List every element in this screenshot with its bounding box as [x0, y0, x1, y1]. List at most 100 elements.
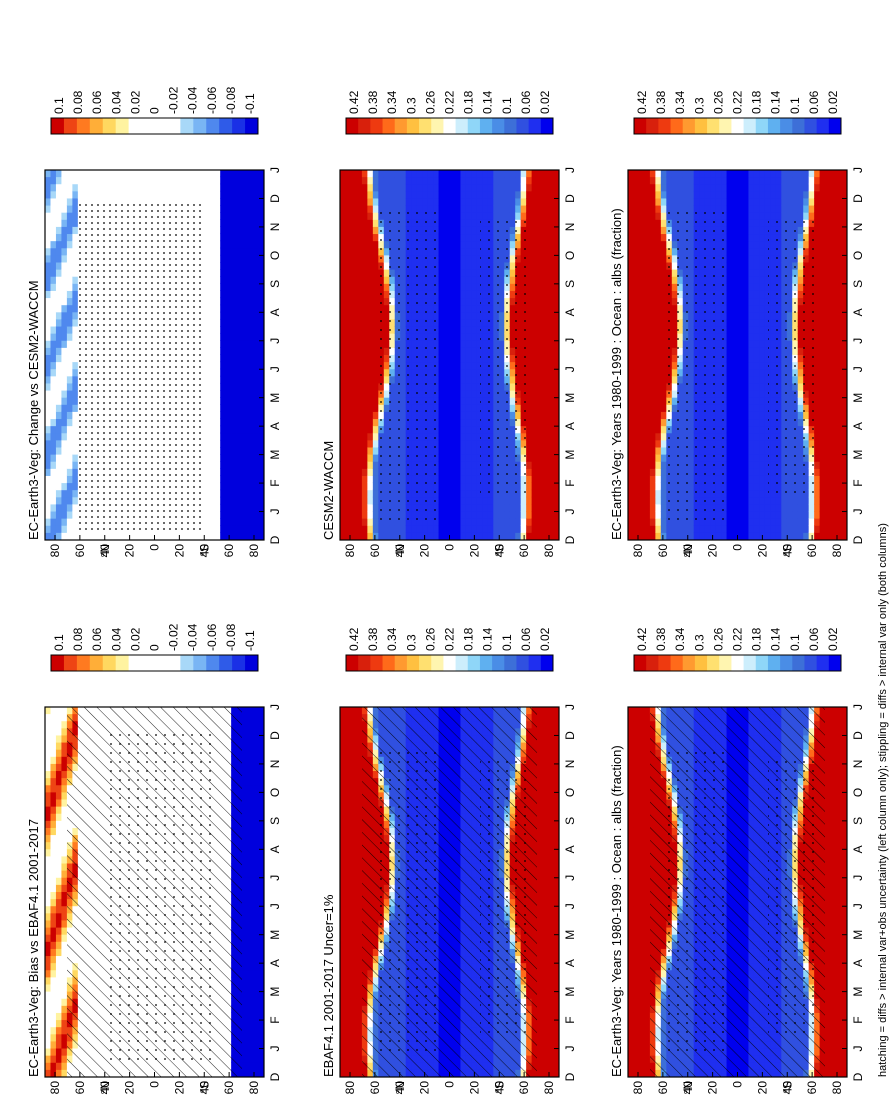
heatmap-cell	[781, 532, 788, 540]
heatmap-cell	[340, 877, 346, 885]
heatmap-cell	[688, 525, 695, 533]
heatmap-cell	[649, 212, 656, 220]
heatmap-cell	[830, 404, 837, 412]
heatmap-cell	[759, 482, 766, 491]
colorbar-swatch	[767, 655, 781, 671]
heatmap-cell	[710, 190, 717, 199]
heatmap-cell	[748, 311, 755, 320]
heatmap-cell	[644, 734, 651, 743]
x-tick-label: A	[851, 422, 865, 430]
heatmap-cell	[345, 1055, 352, 1063]
heatmap-cell	[638, 233, 645, 242]
heatmap-cell	[825, 304, 832, 313]
heatmap-cell	[660, 247, 667, 256]
heatmap-cell	[836, 219, 843, 227]
heatmap-cell	[732, 233, 738, 242]
heatmap-cell	[836, 706, 843, 715]
heatmap-cell	[786, 212, 793, 220]
heatmap-cell	[649, 297, 656, 306]
heatmap-cell	[628, 891, 634, 900]
heatmap-cell	[644, 240, 651, 249]
heatmap-cell	[704, 525, 711, 533]
heatmap-cell	[340, 998, 346, 1006]
heatmap-cell	[644, 984, 651, 992]
heatmap-cell	[836, 955, 843, 964]
heatmap-cell	[797, 190, 804, 199]
heatmap-cell	[660, 475, 667, 484]
colorbar-label: 0.22	[731, 627, 745, 651]
heatmap-cell	[638, 1033, 645, 1042]
heatmap-cell	[825, 518, 832, 526]
heatmap-cell	[836, 297, 843, 306]
heatmap-cell	[803, 212, 810, 220]
heatmap-cell	[742, 482, 749, 491]
heatmap-cell	[825, 798, 832, 807]
heatmap-cell	[753, 446, 760, 455]
y-tick-label: 60	[656, 1081, 670, 1095]
heatmap-cell	[628, 169, 634, 178]
heatmap-cell	[660, 446, 667, 455]
heatmap-cell	[660, 333, 667, 341]
heatmap-cell	[638, 525, 645, 533]
heatmap-cell	[633, 806, 640, 814]
heatmap-cell	[704, 197, 711, 206]
heatmap-cell	[830, 496, 837, 505]
heatmap-cell	[748, 390, 755, 398]
heatmap-cell	[649, 340, 656, 348]
heatmap-cell	[825, 806, 832, 814]
heatmap-cell	[753, 205, 760, 213]
heatmap-cell	[649, 496, 656, 505]
heatmap-cell	[830, 884, 837, 892]
heatmap-cell	[340, 1012, 346, 1021]
heatmap-cell	[350, 756, 357, 764]
heatmap-cell	[836, 525, 843, 533]
heatmap-cell	[781, 212, 788, 220]
heatmap-cell	[710, 197, 717, 206]
heatmap-cell	[742, 226, 749, 235]
heatmap-cell	[345, 742, 352, 750]
heatmap-cell	[753, 290, 760, 299]
colorbar-label: 0.42	[635, 90, 649, 114]
heatmap-cell	[825, 1048, 832, 1056]
heatmap-cell	[825, 1026, 832, 1035]
heatmap-cell	[786, 205, 793, 213]
heatmap-cell	[628, 212, 634, 220]
heatmap-cell	[732, 254, 738, 263]
heatmap-cell	[628, 503, 634, 512]
heatmap-cell	[340, 884, 346, 892]
heatmap-cell	[797, 503, 804, 512]
colorbar-swatch	[743, 118, 757, 134]
heatmap-cell	[356, 976, 363, 985]
heatmap-cell	[737, 404, 744, 412]
heatmap-cell	[644, 311, 651, 320]
heatmap-cell	[759, 468, 766, 476]
heatmap-cell	[726, 176, 733, 185]
heatmap-cell	[633, 770, 640, 779]
heatmap-cell	[644, 269, 651, 277]
colorbar-label: 0.26	[711, 627, 725, 651]
heatmap-cell	[836, 905, 843, 914]
heatmap-cell	[830, 713, 837, 722]
heatmap-cell	[737, 354, 744, 363]
colorbar: 0.42 0.38 0.34 0.3 0.26 0.22 0.18 0.14 0.1 0.06 0.…	[633, 627, 842, 672]
heatmap-cell	[628, 905, 634, 914]
heatmap-cell	[655, 354, 662, 363]
heatmap-cell	[649, 254, 656, 263]
heatmap-cell	[737, 446, 744, 455]
heatmap-cell	[644, 706, 651, 715]
heatmap-cell	[753, 190, 760, 199]
heatmap-cell	[819, 283, 826, 291]
heatmap-cell	[638, 806, 645, 814]
heatmap-cell	[660, 290, 667, 299]
heatmap-cell	[742, 205, 749, 213]
heatmap-cell	[803, 183, 810, 192]
heatmap-cell	[797, 525, 804, 533]
heatmap-cell	[649, 197, 656, 206]
heatmap-cell	[356, 827, 363, 836]
heatmap-cell	[628, 1048, 634, 1056]
heatmap-cell	[638, 713, 645, 722]
heatmap-cell	[732, 205, 738, 213]
heatmap-cell	[732, 311, 738, 320]
heatmap-cell	[775, 176, 782, 185]
heatmap-cell	[753, 347, 760, 355]
